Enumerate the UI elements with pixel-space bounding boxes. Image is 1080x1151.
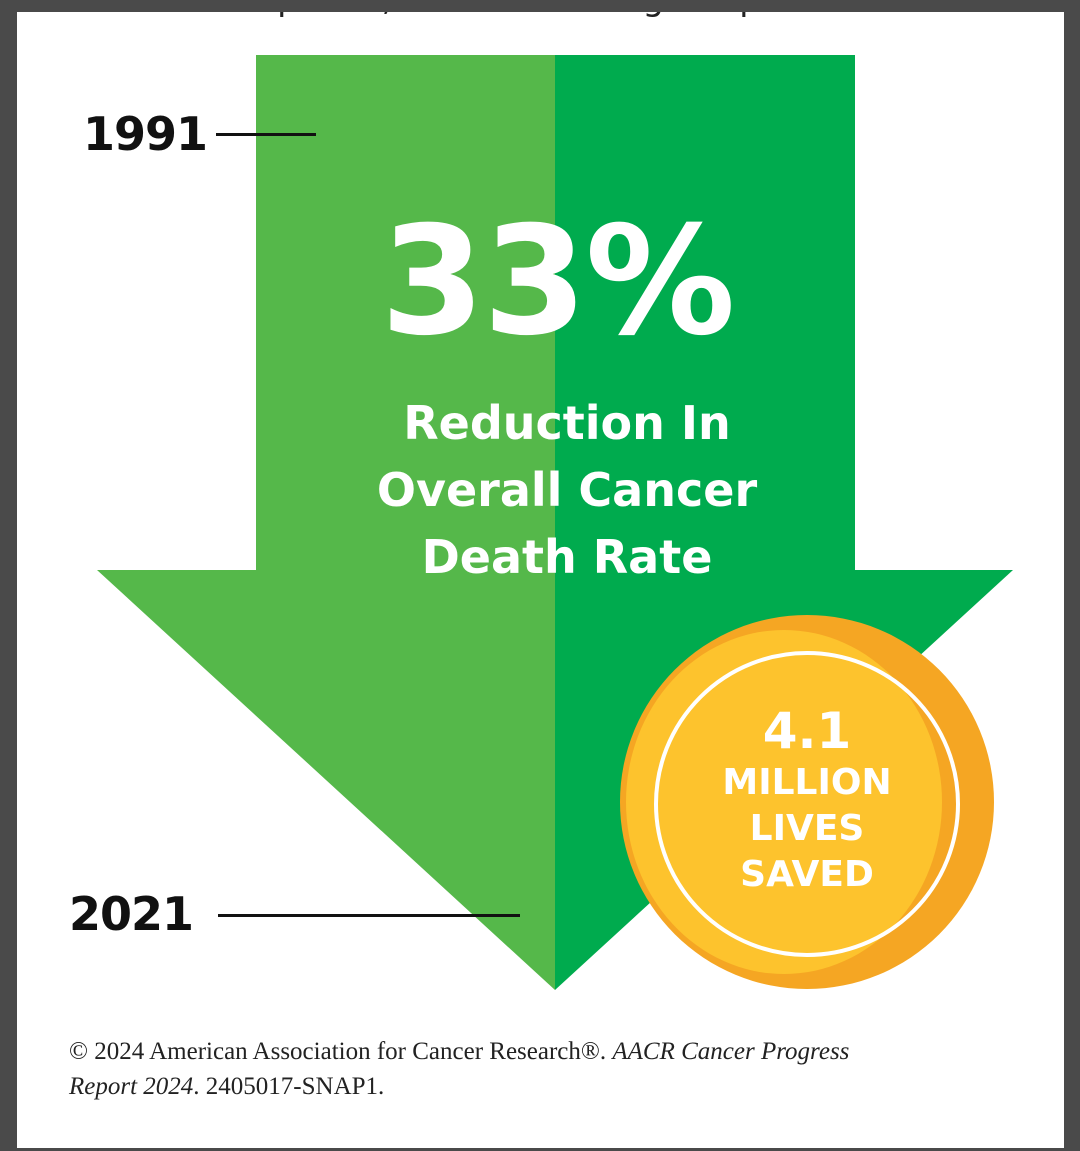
end-year-label: 2021	[69, 887, 194, 941]
badge-text: 4.1 MILLION LIVES SAVED	[657, 702, 957, 898]
end-year-marker-line	[218, 914, 520, 917]
headline-line-1: Reduction In	[403, 396, 731, 450]
headline-line-3: Death Rate	[421, 530, 713, 584]
badge-inner-ring	[654, 651, 960, 957]
badge-label-line-2: LIVES	[749, 808, 865, 849]
headline-text: Reduction In Overall Cancer Death Rate	[317, 390, 817, 591]
cropped-text-fragment: treatment options, and addressing inequi…	[75, 12, 975, 22]
start-year-marker-line	[216, 133, 316, 136]
reduction-percent: 33%	[380, 195, 735, 369]
badge-label-line-3: SAVED	[740, 854, 874, 895]
arrow-left-half	[97, 55, 555, 990]
credit-report-title: AACR Cancer Progress	[612, 1038, 850, 1065]
headline-line-2: Overall Cancer	[376, 463, 758, 517]
credit-report-year: Report 2024	[69, 1073, 194, 1100]
badge-highlight	[626, 630, 942, 974]
start-year-label: 1991	[83, 107, 208, 161]
badge-number: 4.1	[762, 702, 852, 760]
credit-code: . 2405017-SNAP1.	[193, 1073, 385, 1100]
infographic-frame: treatment options, and addressing inequi…	[17, 12, 1064, 1148]
copyright-credit: © 2024 American Association for Cancer R…	[69, 1034, 1029, 1104]
badge-label-line-1: MILLION	[722, 762, 892, 803]
down-arrow-graphic	[97, 55, 1013, 990]
lives-saved-badge	[620, 615, 994, 989]
credit-text: © 2024 American Association for Cancer R…	[69, 1038, 613, 1065]
badge-label: MILLION LIVES SAVED	[657, 760, 957, 898]
